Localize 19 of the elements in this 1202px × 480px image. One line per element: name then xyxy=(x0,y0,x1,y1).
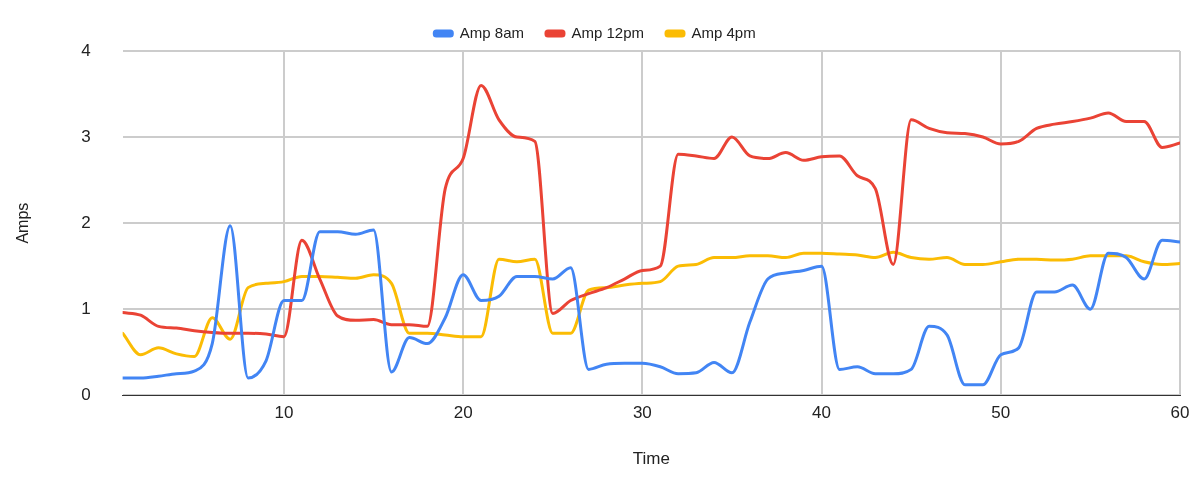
x-tick-label: 50 xyxy=(991,403,1011,423)
legend-label: Amp 4pm xyxy=(691,23,756,41)
y-tick-label: 2 xyxy=(81,212,91,232)
line-series xyxy=(122,250,1180,358)
x-axis-title: Time xyxy=(632,449,670,469)
x-tick-label: 40 xyxy=(812,403,832,423)
line-series xyxy=(122,83,1180,339)
x-tick-label: 60 xyxy=(1170,403,1190,423)
x-tick-label: 20 xyxy=(453,403,473,423)
line-series xyxy=(122,224,1180,387)
legend-label: Amp 8am xyxy=(459,23,524,41)
y-axis-title: Amps xyxy=(14,202,32,244)
x-tick-label: 10 xyxy=(274,403,294,423)
y-tick-label: 0 xyxy=(81,384,91,404)
y-tick-label: 4 xyxy=(81,40,91,60)
y-tick-label: 1 xyxy=(81,298,91,318)
x-tick-label: 30 xyxy=(632,403,652,423)
y-tick-label: 3 xyxy=(81,126,91,146)
legend-label: Amp 12pm xyxy=(571,23,645,41)
